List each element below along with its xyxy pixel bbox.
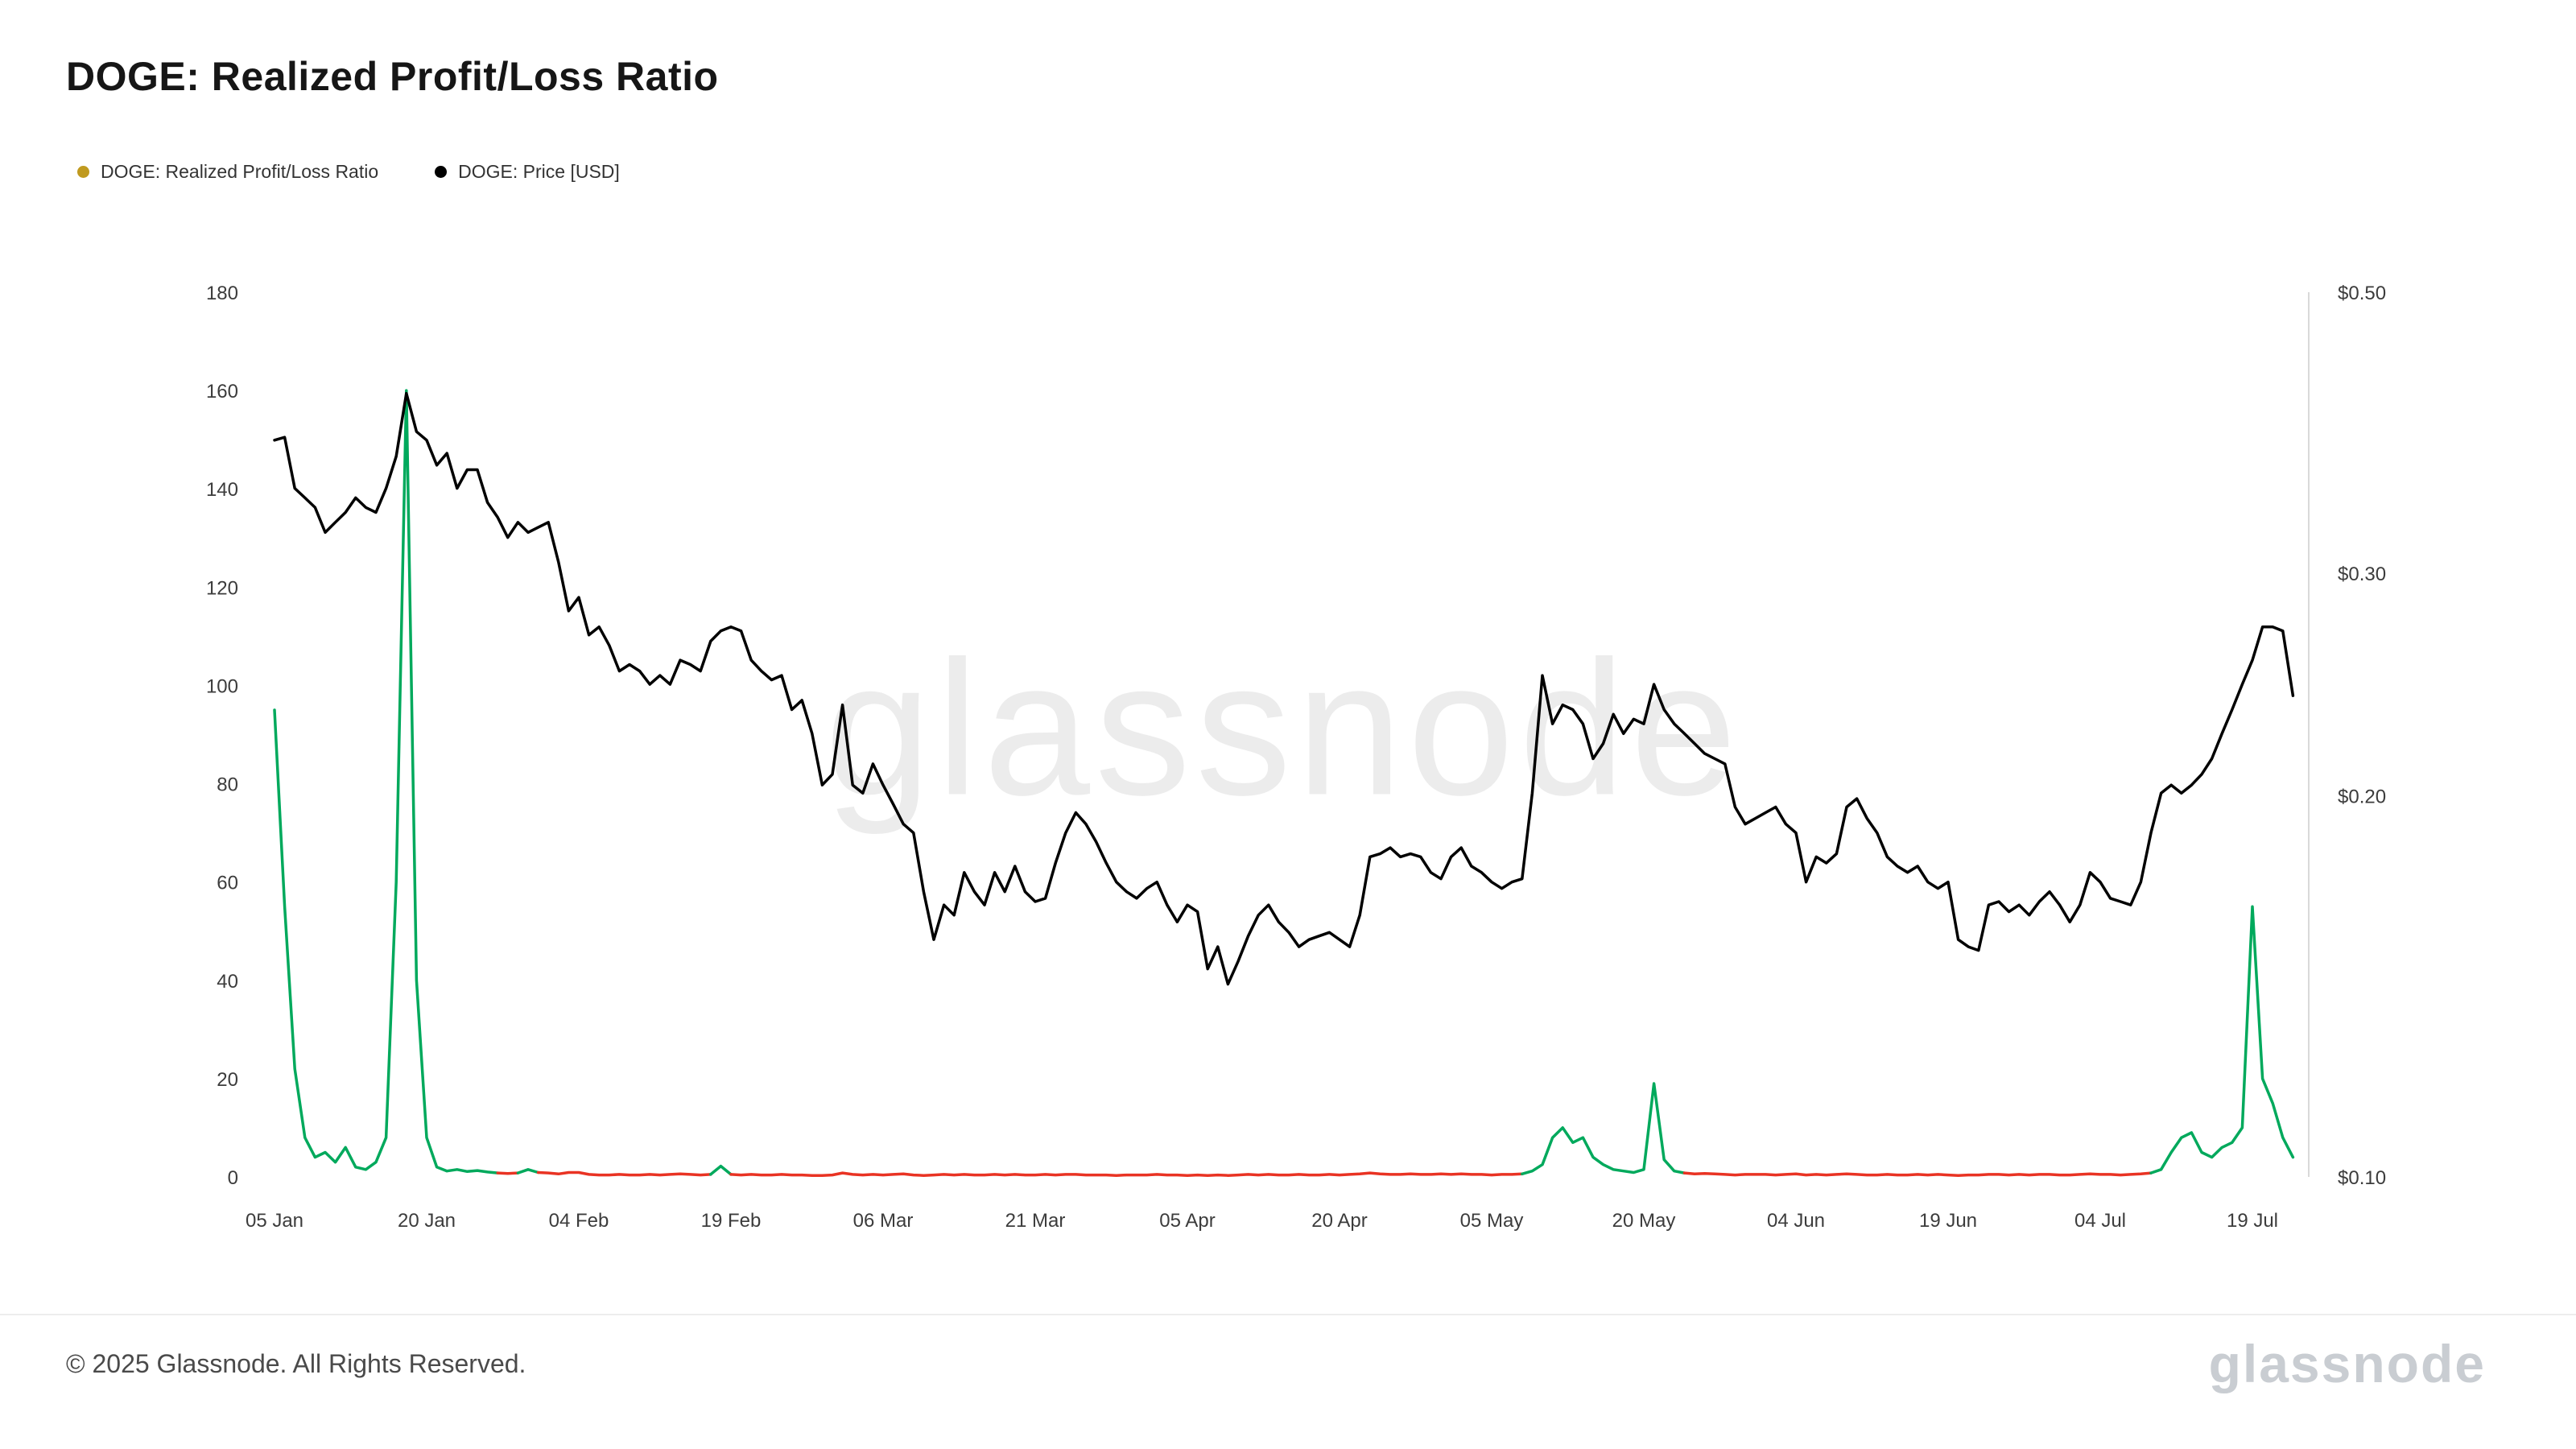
glassnode-footer-logo: glassnode bbox=[2208, 1334, 2486, 1393]
footer-divider bbox=[0, 1314, 2576, 1315]
left-axis-tick-label: 140 bbox=[206, 479, 238, 501]
x-axis-tick-label: 20 May bbox=[1612, 1210, 1676, 1232]
ratio-line-segment bbox=[1682, 1171, 2153, 1177]
legend-item-ratio[interactable]: DOGE: Realized Profit/Loss Ratio bbox=[77, 161, 378, 183]
ratio-line-segment bbox=[273, 389, 499, 1174]
ratio-dot-icon bbox=[77, 166, 89, 178]
price-line bbox=[273, 391, 2295, 986]
right-axis-tick-label: $0.10 bbox=[2338, 1167, 2386, 1189]
x-axis-tick-label: 05 Jan bbox=[246, 1210, 303, 1232]
legend-item-price[interactable]: DOGE: Price [USD] bbox=[435, 161, 620, 183]
ratio-line-segment bbox=[1521, 1082, 1686, 1176]
left-axis-tick-label: 60 bbox=[217, 873, 238, 894]
x-axis-tick-label: 05 Apr bbox=[1159, 1210, 1215, 1232]
x-axis-tick-label: 20 Jan bbox=[398, 1210, 456, 1232]
left-axis-tick-label: 0 bbox=[228, 1167, 238, 1189]
ratio-line-segment bbox=[496, 1171, 520, 1175]
ratio-line-segment bbox=[516, 1168, 540, 1174]
chart-legend: DOGE: Realized Profit/Loss Ratio DOGE: P… bbox=[77, 161, 620, 183]
right-axis-tick-label: $0.30 bbox=[2338, 564, 2386, 585]
x-axis-tick-label: 19 Feb bbox=[701, 1210, 762, 1232]
x-axis-tick-label: 04 Jun bbox=[1767, 1210, 1825, 1232]
x-axis-tick-label: 21 Mar bbox=[1005, 1210, 1066, 1232]
legend-label-price: DOGE: Price [USD] bbox=[458, 161, 620, 182]
left-axis-tick-label: 120 bbox=[206, 577, 238, 599]
ratio-line-segment bbox=[709, 1164, 733, 1176]
right-axis-tick-label: $0.50 bbox=[2338, 283, 2386, 304]
right-axis-tick-label: $0.20 bbox=[2338, 786, 2386, 808]
ratio-line-segment bbox=[729, 1171, 1524, 1177]
x-axis-tick-label: 20 Apr bbox=[1311, 1210, 1367, 1232]
x-axis-tick-label: 05 May bbox=[1460, 1210, 1524, 1232]
page-title: DOGE: Realized Profit/Loss Ratio bbox=[66, 54, 719, 99]
x-axis-tick-label: 04 Jul bbox=[2074, 1210, 2126, 1232]
ratio-line-segment bbox=[2149, 905, 2295, 1174]
left-axis-tick-label: 40 bbox=[217, 971, 238, 993]
x-axis-tick-label: 19 Jun bbox=[1919, 1210, 1977, 1232]
x-axis-tick-label: 19 Jul bbox=[2227, 1210, 2278, 1232]
x-axis-tick-label: 04 Feb bbox=[549, 1210, 609, 1232]
ratio-line-segment bbox=[536, 1170, 712, 1177]
left-axis-tick-label: 180 bbox=[206, 283, 238, 304]
legend-label-ratio: DOGE: Realized Profit/Loss Ratio bbox=[101, 161, 379, 182]
left-axis-tick-label: 80 bbox=[217, 774, 238, 796]
left-axis-tick-label: 160 bbox=[206, 381, 238, 402]
left-axis-tick-label: 100 bbox=[206, 675, 238, 697]
footer-copyright: © 2025 Glassnode. All Rights Reserved. bbox=[66, 1349, 526, 1378]
price-dot-icon bbox=[435, 166, 448, 178]
left-axis-tick-label: 20 bbox=[217, 1069, 238, 1091]
x-axis-tick-label: 06 Mar bbox=[853, 1210, 914, 1232]
